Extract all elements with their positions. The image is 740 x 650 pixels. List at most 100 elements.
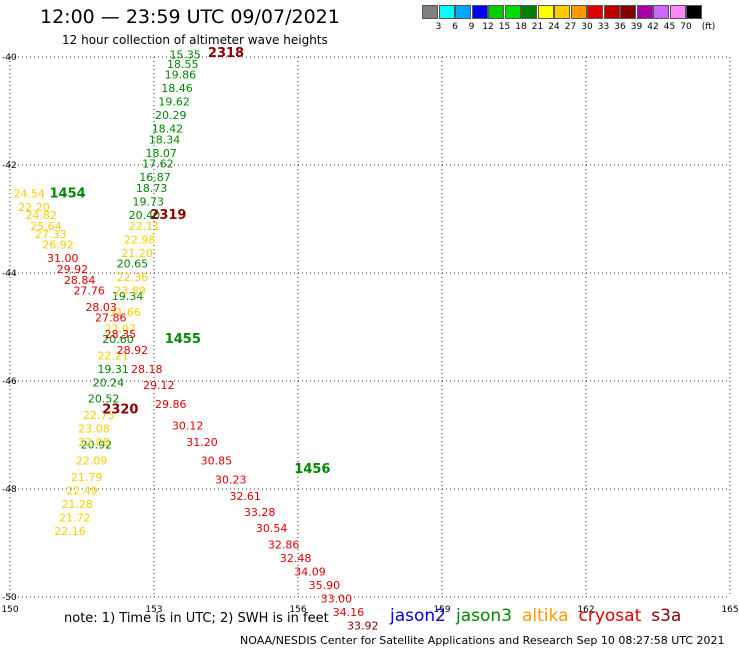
data-point-label: 30.12: [172, 420, 204, 433]
data-point-label: 20.29: [155, 109, 187, 122]
data-point-label: 22.36: [117, 271, 149, 284]
data-point-label: 18.34: [149, 133, 181, 146]
data-point-label: 22.20: [18, 201, 50, 214]
data-point-label: 32.86: [268, 538, 300, 551]
color-tick-label: 30: [581, 22, 593, 32]
data-point-label: 28.03: [85, 301, 117, 314]
data-point-label: 25.64: [30, 220, 62, 233]
data-point-label: 23.89: [114, 285, 146, 298]
y-tick-label: -40: [2, 53, 17, 63]
satellite-legend-item: cryosat: [578, 606, 642, 626]
data-point-label: 32.61: [229, 490, 261, 503]
x-tick-label: 162: [577, 605, 594, 615]
satellite-legend-item: s3a: [651, 606, 682, 626]
satellite-legend-item: jason3: [456, 606, 512, 626]
color-tick-label: 33: [597, 22, 610, 32]
data-point-label: 26.92: [42, 239, 74, 252]
data-point-label: 22.08: [78, 436, 110, 449]
data-point-label: 18.07: [145, 147, 177, 160]
data-point-label: 21.66: [109, 306, 141, 319]
data-point-label: 22.09: [76, 455, 108, 468]
x-tick-label: 153: [145, 605, 162, 615]
data-point-label: 31.20: [186, 436, 218, 449]
data-point-label: 35.90: [309, 579, 341, 592]
chart-title: 12:00 — 23:59 UTC 09/07/2021: [40, 6, 340, 28]
color-swatch: [587, 5, 603, 19]
y-tick-label: -44: [2, 269, 17, 279]
color-swatch: [603, 5, 620, 19]
color-tick-label: 24: [548, 22, 560, 32]
data-point-label: 21.20: [121, 247, 153, 260]
data-point-label: 23.08: [78, 422, 110, 435]
data-point-label: 22.73: [83, 409, 115, 422]
data-point-label: 28.35: [105, 328, 137, 341]
color-swatch: [669, 5, 686, 19]
satellite-legend-item: jason2: [390, 606, 446, 626]
data-point-label: 28.92: [117, 344, 149, 357]
color-tick-label: 21: [531, 22, 544, 32]
y-tick-label: -50: [2, 593, 17, 603]
data-point-label: 34.09: [294, 565, 326, 578]
color-tick-label: 12: [482, 22, 494, 32]
pass-time-label: 2318: [208, 46, 244, 61]
data-point-label: 18.42: [152, 123, 184, 136]
color-swatch: [620, 5, 636, 19]
data-point-label: 20.40: [129, 209, 161, 222]
color-tick-label: 15: [498, 22, 511, 32]
data-point-label: 22.07: [105, 322, 137, 335]
pass-time-label: 1455: [165, 332, 201, 347]
color-swatch: [438, 5, 455, 19]
satellite-legend: jason2 jason3 altika cryosat s3a: [390, 606, 691, 626]
color-swatch: [686, 5, 702, 19]
data-point-label: 33.92: [347, 619, 379, 632]
color-swatch: [537, 5, 554, 19]
data-point-label: 30.54: [256, 522, 288, 535]
x-tick-label: 165: [721, 605, 738, 615]
data-point-label: 30.23: [215, 474, 247, 487]
color-tick-label: 70: [680, 22, 692, 32]
chart-subtitle: 12 hour collection of altimeter wave hei…: [62, 33, 328, 47]
data-point-label: 30.85: [201, 455, 233, 468]
data-point-label: 27.76: [73, 285, 105, 298]
data-point-label: 20.52: [88, 393, 120, 406]
data-point-label: 21.28: [61, 498, 93, 511]
data-point-label: 22.21: [97, 349, 129, 362]
color-swatch: [488, 5, 504, 19]
color-tick-label: 36: [614, 22, 626, 32]
data-point-label: 20.60: [102, 333, 134, 346]
data-point-label: 29.92: [57, 263, 89, 276]
color-swatch: [636, 5, 653, 19]
color-unit-label: (ft): [701, 22, 716, 32]
color-swatch: [422, 5, 438, 19]
data-point-label: 18.46: [161, 82, 193, 95]
data-point-label: 21.79: [71, 471, 103, 484]
color-swatch: [521, 5, 537, 19]
pass-time-label: 2320: [102, 402, 138, 417]
pass-time-label: 1454: [50, 186, 86, 201]
data-point-label: 17.62: [142, 158, 174, 171]
color-tick-label: 42: [647, 22, 659, 32]
color-tick-label: 9: [468, 22, 475, 32]
satellite-legend-item: altika: [522, 606, 569, 626]
data-point-label: 28.18: [131, 363, 163, 376]
color-tick-label: 27: [564, 22, 577, 32]
data-point-label: 19.86: [165, 69, 197, 82]
credit-line: NOAA/NESDIS Center for Satellite Applica…: [240, 634, 725, 647]
data-point-label: 28.84: [64, 274, 96, 287]
data-point-label: 19.34: [112, 290, 144, 303]
x-tick-label: 156: [289, 605, 306, 615]
data-point-label: 22.11: [129, 220, 161, 233]
footnote: note: 1) Time is in UTC; 2) SWH is in fe…: [64, 611, 329, 626]
color-swatch: [471, 5, 488, 19]
y-tick-label: -48: [2, 485, 17, 495]
x-tick-label: 150: [1, 605, 18, 615]
pass-time-label: 2319: [150, 208, 186, 223]
color-swatch: [504, 5, 521, 19]
data-point-label: 21.72: [59, 511, 91, 524]
data-point-label: 20.92: [81, 439, 113, 452]
data-point-label: 18.73: [136, 182, 168, 195]
x-tick-label: 159: [433, 605, 450, 615]
color-swatch: [554, 5, 570, 19]
data-point-label: 19.62: [158, 96, 190, 109]
